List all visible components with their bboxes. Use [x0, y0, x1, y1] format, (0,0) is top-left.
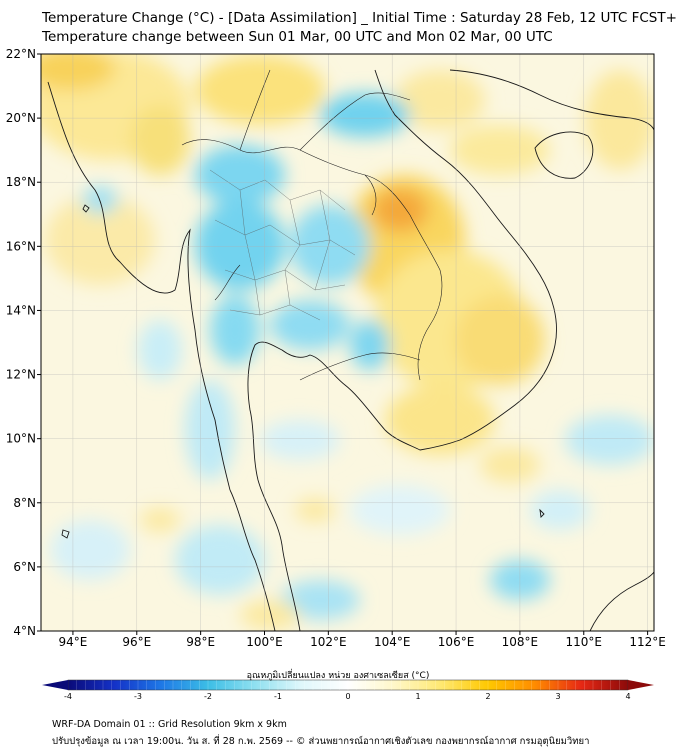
- map-title: Temperature Change (°C) - [Data Assimila…: [42, 10, 676, 26]
- graticule: [41, 54, 654, 631]
- lat-label: 18°N: [6, 175, 36, 189]
- latitude-labels: 22°N 20°N 18°N 16°N 14°N 12°N 10°N 8°N 6°N 4°N: [6, 47, 41, 638]
- lat-label: 14°N: [6, 303, 36, 317]
- colorbar-tick-label: -4: [64, 692, 72, 701]
- colorbar-max-extend: [628, 680, 654, 690]
- lon-label: 102°E: [310, 635, 347, 649]
- lat-label: 20°N: [6, 111, 36, 125]
- lat-label: 16°N: [6, 239, 36, 253]
- colorbar-tick-label: 3: [555, 692, 560, 701]
- colorbar-tick-label: 2: [485, 692, 490, 701]
- lon-label: 94°E: [58, 635, 87, 649]
- colorbar-tick-label: 4: [625, 692, 630, 701]
- footer-credit: ปรับปรุงข้อมูล ณ เวลา 19:00น. วัน ส. ที่…: [52, 736, 590, 747]
- colorbar-tick-label: 1: [415, 692, 420, 701]
- footer-model-info: WRF-DA Domain 01 :: Grid Resolution 9km …: [52, 719, 287, 730]
- lon-label: 110°E: [566, 635, 603, 649]
- country-borders: [181, 69, 443, 381]
- lon-label: 104°E: [374, 635, 411, 649]
- colorbar-tick-label: 0: [345, 692, 350, 701]
- colorbar-tick-label: -3: [134, 692, 142, 701]
- lon-label: 100°E: [246, 635, 283, 649]
- lon-label: 112°E: [629, 635, 666, 649]
- lat-label: 6°N: [13, 560, 36, 574]
- temperature-field: [41, 54, 654, 631]
- lon-label: 96°E: [122, 635, 151, 649]
- map-frame: [40, 53, 655, 632]
- map-subtitle: Temperature change between Sun 01 Mar, 0…: [42, 29, 553, 45]
- coastlines: [47, 69, 654, 631]
- colorbar-label: อุณหภูมิเปลี่ยนแปลง หน่วย องศาเซลเซียส (…: [246, 671, 430, 681]
- lat-label: 12°N: [6, 368, 36, 382]
- colorbar-tick-label: -1: [274, 692, 282, 701]
- lon-label: 98°E: [186, 635, 215, 649]
- lat-label: 8°N: [13, 496, 36, 510]
- lat-label: 22°N: [6, 47, 36, 61]
- colorbar: -4 -3 -2 -1 0 1 2 3 4: [42, 679, 654, 701]
- colorbar-min-extend: [42, 680, 68, 690]
- province-borders: [209, 169, 356, 321]
- lon-label: 108°E: [502, 635, 539, 649]
- longitude-labels: 94°E 96°E 98°E 100°E 102°E 104°E 106°E 108°E 110…: [58, 631, 666, 649]
- lon-label: 106°E: [438, 635, 475, 649]
- lat-label: 10°N: [6, 432, 36, 446]
- lat-label: 4°N: [13, 624, 36, 638]
- colorbar-tick-label: -2: [204, 692, 212, 701]
